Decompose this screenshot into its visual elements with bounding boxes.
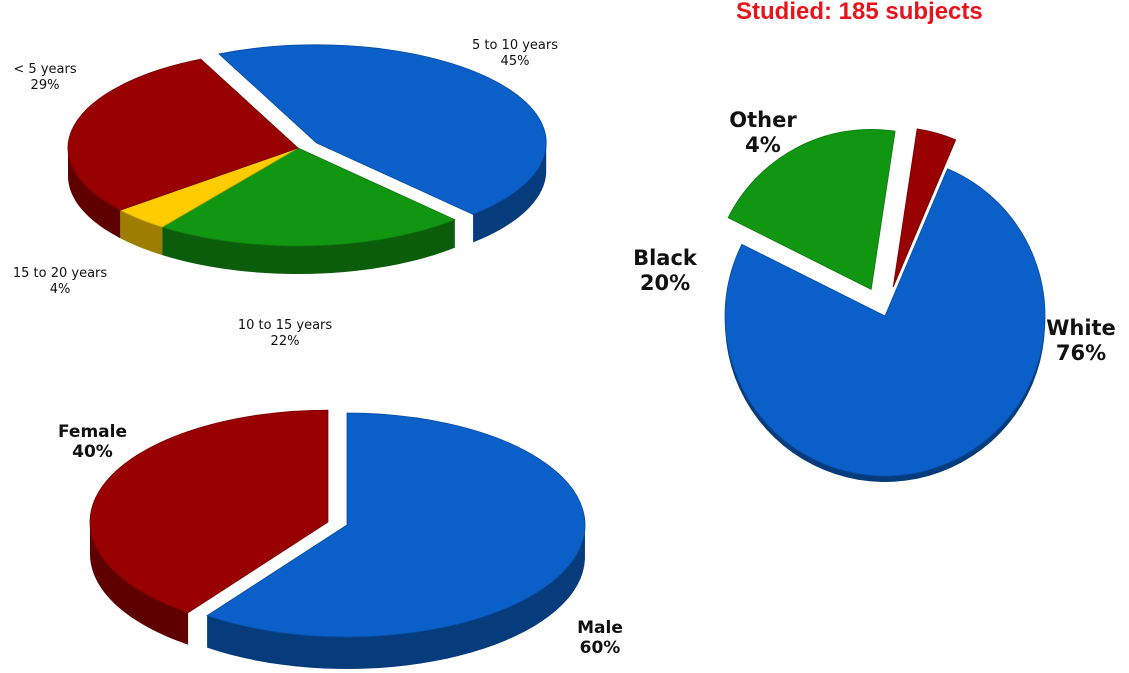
pie-slice-10-to-15-years — [161, 147, 456, 247]
data-label-male: Male 60% — [577, 618, 623, 659]
data-label-white: White 76% — [1046, 316, 1116, 366]
data-label-15-to-20-years: 15 to 20 years 4% — [12, 266, 108, 297]
data-label-other: Other 4% — [729, 108, 797, 158]
pie-slice-side-male — [207, 527, 585, 669]
pie-slice-side-less-than-5-years — [68, 148, 121, 239]
data-label-less-than-5-years: < 5 years 29% — [13, 62, 77, 93]
data-label-5-to-10-years: 5 to 10 years 45% — [471, 38, 559, 69]
pie-slice-female — [89, 409, 329, 614]
pie-slice-side-5-to-10-years — [473, 140, 547, 243]
pie-slice-side-15-to-20-years — [120, 210, 163, 256]
pie-slice-black — [727, 129, 896, 290]
subjects-headline: Studied: 185 subjects — [736, 0, 983, 25]
race-pie-chart — [724, 128, 1046, 482]
pie-slice-male — [206, 412, 586, 638]
duration-pie-chart — [67, 44, 547, 274]
pie-slice-side-10-to-15-years — [162, 219, 455, 274]
gender-pie-chart — [89, 409, 586, 669]
pie-slice-other — [892, 128, 957, 288]
data-label-black: Black 20% — [633, 246, 697, 296]
pie-slice-5-to-10-years — [218, 44, 547, 215]
pie-slice-less-than-5-years — [67, 58, 299, 211]
data-label-female: Female 40% — [58, 422, 127, 463]
pie-slice-side-female — [89, 522, 189, 645]
data-label-10-to-15-years: 10 to 15 years 22% — [237, 318, 333, 349]
pie-slice-white — [724, 168, 1046, 477]
